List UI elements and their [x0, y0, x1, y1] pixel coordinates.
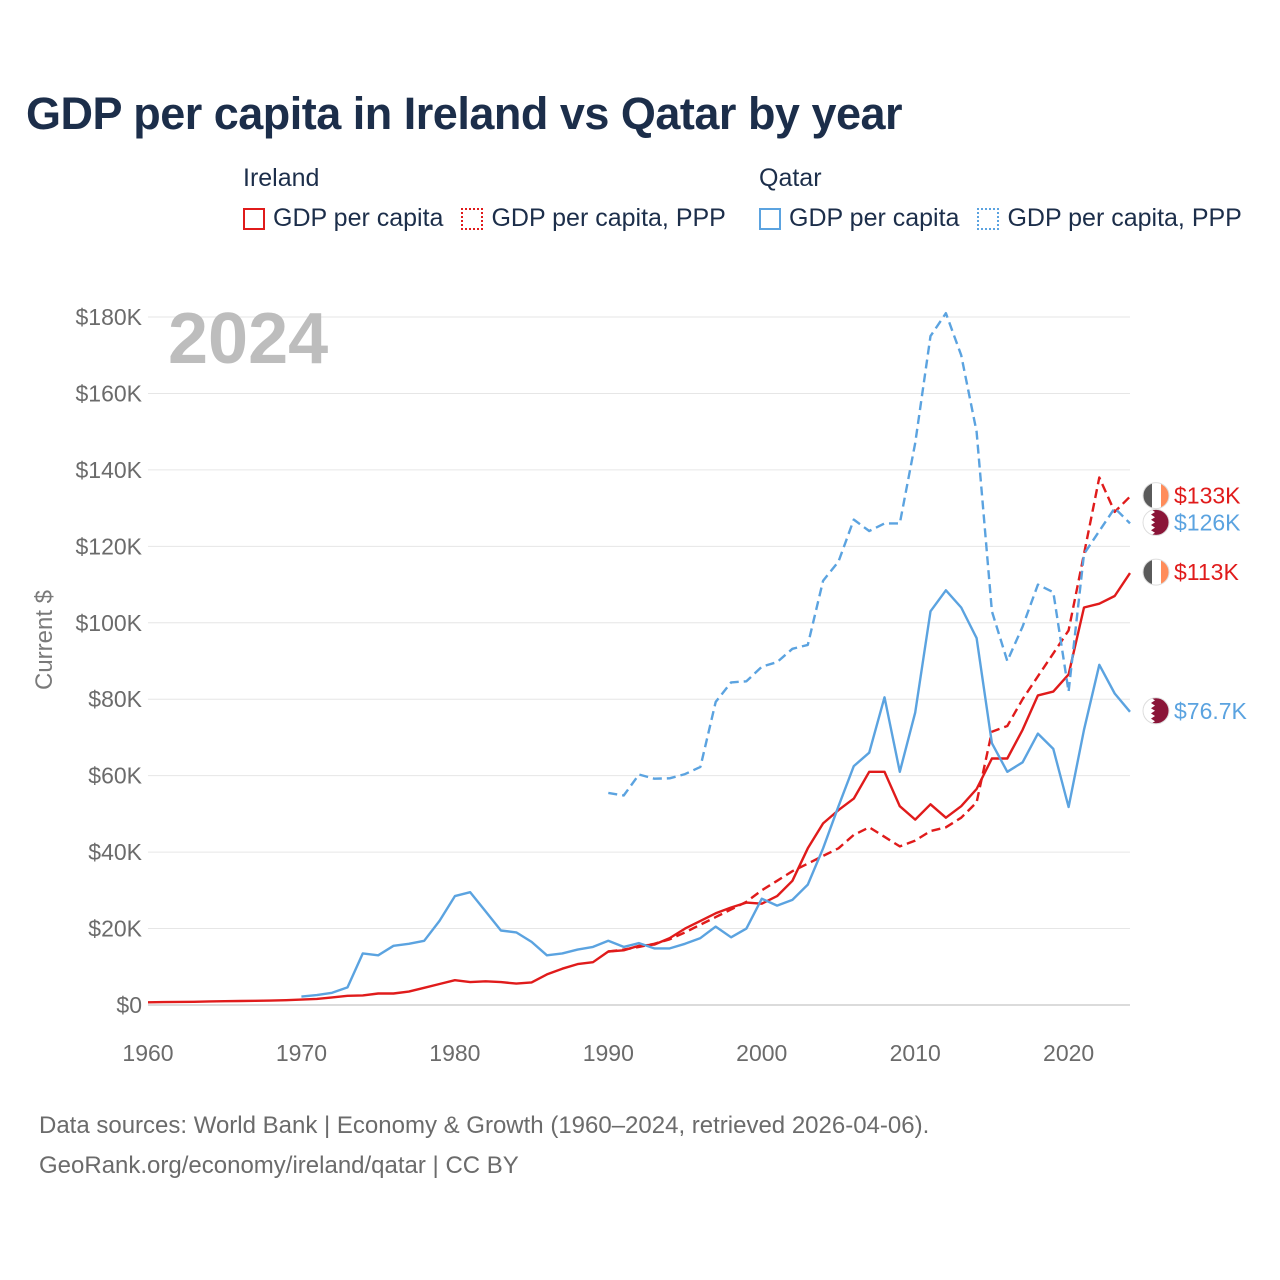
x-tick-label: 2020 [1043, 1040, 1094, 1066]
x-tick-label: 1980 [429, 1040, 480, 1066]
x-tick-label: 2000 [736, 1040, 787, 1066]
legend-group-qatar: Qatar GDP per capita GDP per capita, PPP [759, 162, 1260, 233]
legend-label: GDP per capita [789, 204, 960, 232]
ireland-flag-icon [1142, 558, 1170, 586]
x-tick-label: 1990 [583, 1040, 634, 1066]
legend-label: GDP per capita, PPP [1007, 204, 1242, 232]
y-tick-label: $40K [88, 839, 142, 865]
series-line-ireland-gdp-per-capita-ppp[interactable] [608, 476, 1131, 953]
end-value-label: $113K [1174, 559, 1239, 585]
x-tick-label: 1970 [276, 1040, 327, 1066]
y-tick-label: $120K [75, 533, 142, 559]
source-link[interactable]: GeoRank.org/economy/ireland/qatar | CC B… [39, 1152, 519, 1179]
end-value-label: $133K [1174, 483, 1241, 509]
legend-item-qatar-gdp[interactable]: GDP per capita [759, 204, 959, 233]
legend-swatch-solid-icon [243, 207, 265, 230]
legend-label: GDP per capita [273, 204, 444, 232]
end-value-label: $126K [1174, 509, 1241, 535]
legend-swatch-dotted-icon [977, 207, 1000, 230]
legend-swatch-solid-icon [759, 207, 781, 230]
y-tick-label: $160K [75, 380, 142, 406]
source-line: Data sources: World Bank | Economy & Gro… [39, 1112, 930, 1139]
legend-group-title: Ireland [243, 164, 320, 192]
y-tick-label: $180K [75, 304, 142, 330]
y-tick-label: $80K [88, 686, 142, 712]
x-tick-label: 1960 [122, 1040, 173, 1066]
legend-group-ireland: Ireland GDP per capita GDP per capita, P… [243, 162, 744, 233]
chart-title: GDP per capita in Ireland vs Qatar by ye… [26, 88, 903, 139]
y-tick-label: $140K [75, 457, 142, 483]
x-tick-label: 2010 [890, 1040, 941, 1066]
legend-item-ireland-gdp[interactable]: GDP per capita [243, 204, 443, 233]
qatar-flag-icon [1142, 697, 1170, 725]
y-tick-label: $100K [75, 610, 142, 636]
legend-label: GDP per capita, PPP [491, 204, 726, 232]
y-tick-label: $60K [88, 763, 142, 789]
legend-item-ireland-gdp-ppp[interactable]: GDP per capita, PPP [461, 204, 726, 233]
source-note: Data sources: World Bank | Economy & Gro… [39, 1106, 929, 1186]
y-tick-label: $0 [116, 992, 142, 1018]
y-axis-title: Current $ [31, 590, 58, 690]
qatar-flag-icon [1142, 508, 1170, 536]
series-line-ireland-gdp-per-capita[interactable] [147, 572, 1131, 1004]
legend-group-title: Qatar [759, 164, 822, 192]
ireland-flag-icon [1142, 482, 1170, 510]
legend-swatch-dotted-icon [461, 207, 484, 230]
y-tick-label: $20K [88, 916, 142, 942]
year-watermark: 2024 [168, 299, 328, 379]
series-line-qatar-gdp-per-capita[interactable] [301, 589, 1131, 998]
end-value-label: $76.7K [1174, 698, 1248, 724]
series-line-qatar-gdp-per-capita-ppp[interactable] [608, 312, 1131, 797]
legend-item-qatar-gdp-ppp[interactable]: GDP per capita, PPP [977, 204, 1242, 233]
